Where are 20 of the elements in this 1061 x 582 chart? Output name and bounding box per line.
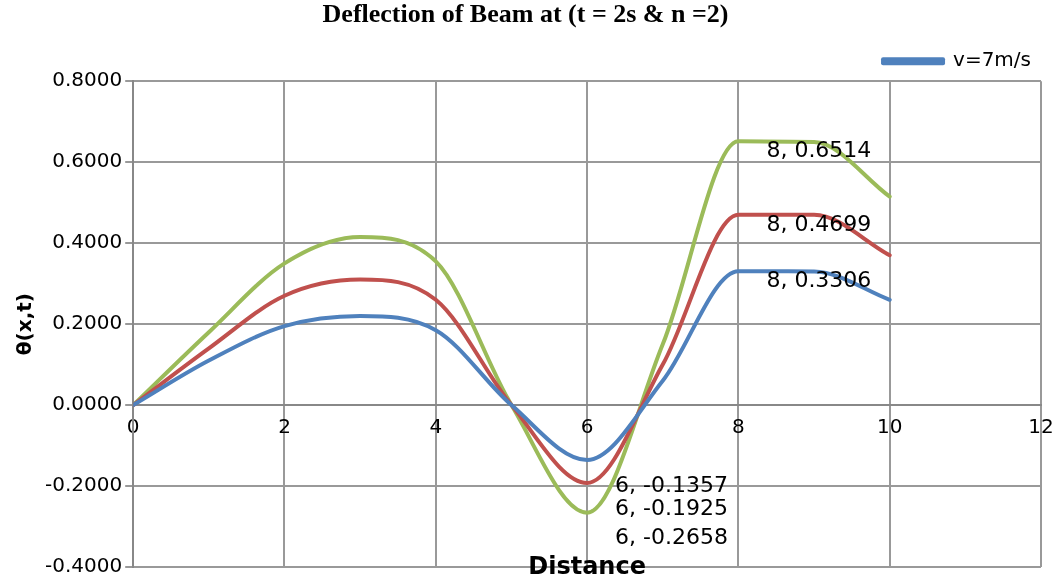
y-tick-label: 0.0000 bbox=[52, 391, 123, 416]
x-tick-label: 4 bbox=[429, 414, 443, 439]
legend-label: v=7m/s bbox=[953, 47, 1032, 72]
y-tick-label: 0.6000 bbox=[52, 148, 123, 173]
x-tick-label: 10 bbox=[876, 414, 903, 439]
data-label: 6, -0.2658 bbox=[615, 524, 728, 550]
y-axis-title: θ(x,t) bbox=[12, 293, 37, 356]
x-tick-label: 12 bbox=[1028, 414, 1054, 439]
x-tick-label: 2 bbox=[278, 414, 291, 439]
x-tick-label: 6 bbox=[580, 414, 594, 439]
y-tick-label: 0.8000 bbox=[52, 67, 123, 92]
x-tick-label: 8 bbox=[732, 414, 745, 439]
data-label: 6, -0.1925 bbox=[615, 494, 728, 520]
y-tick-label: 0.4000 bbox=[52, 229, 123, 254]
x-axis-title: Distance bbox=[528, 552, 646, 581]
data-label: 6, -0.1357 bbox=[615, 471, 728, 497]
chart-title: Deflection of Beam at (t = 2s & n =2) bbox=[322, 0, 729, 29]
y-tick-label: -0.4000 bbox=[44, 553, 123, 578]
y-tick-label: -0.2000 bbox=[44, 472, 123, 497]
y-tick-label: 0.2000 bbox=[52, 310, 123, 335]
